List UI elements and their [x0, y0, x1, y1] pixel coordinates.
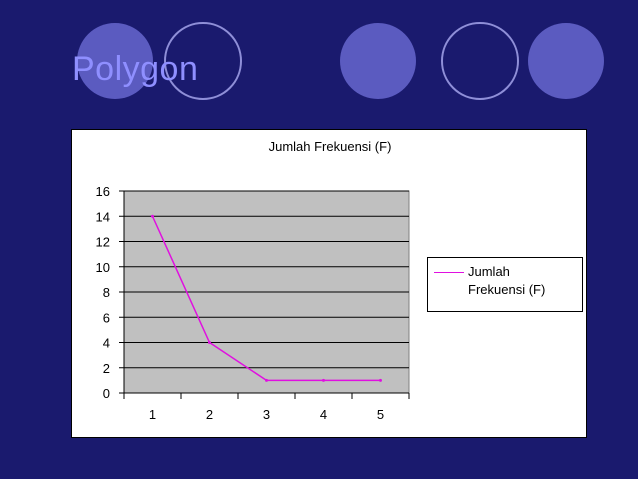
chart-container: Jumlah Frekuensi (F) 0 2 4 6 8 10 12 14 16 1 2 3 4 5 …: [71, 129, 587, 438]
x-tick-label: 3: [263, 407, 270, 422]
data-point: [208, 341, 211, 344]
decor-circle-filled: [340, 23, 416, 99]
decor-circle-filled: [528, 23, 604, 99]
data-point: [265, 378, 268, 382]
decor-circle-outline: [164, 22, 242, 100]
y-tick-label: 2: [103, 361, 110, 376]
legend-line-swatch: [434, 272, 464, 273]
decor-circle-outline: [441, 22, 519, 100]
x-tick-label: 5: [377, 407, 384, 422]
y-tick-label: 0: [103, 386, 110, 401]
x-tick-label: 1: [149, 407, 156, 422]
slide-title: Polygon: [72, 50, 199, 88]
y-tick-label: 4: [103, 336, 110, 351]
y-tick-label: 6: [103, 310, 110, 325]
data-point: [322, 378, 325, 382]
chart-title: Jumlah Frekuensi (F): [269, 139, 392, 154]
legend-label-line-2: Frekuensi (F): [468, 282, 546, 297]
chart-legend: Jumlah Frekuensi (F): [427, 257, 583, 312]
y-tick-label: 14: [96, 209, 110, 224]
legend-label-line-1: Jumlah: [468, 264, 510, 279]
decor-circle-filled: [77, 23, 153, 99]
legend-label: Jumlah Frekuensi (F): [468, 263, 583, 299]
data-point: [151, 214, 154, 218]
data-point: [379, 378, 382, 382]
x-tick-label: 2: [206, 407, 213, 422]
y-tick-label: 8: [103, 285, 110, 300]
y-tick-label: 16: [96, 184, 110, 199]
y-tick-label: 12: [96, 235, 110, 250]
y-tick-label: 10: [96, 260, 110, 275]
x-tick-label: 4: [320, 407, 327, 422]
